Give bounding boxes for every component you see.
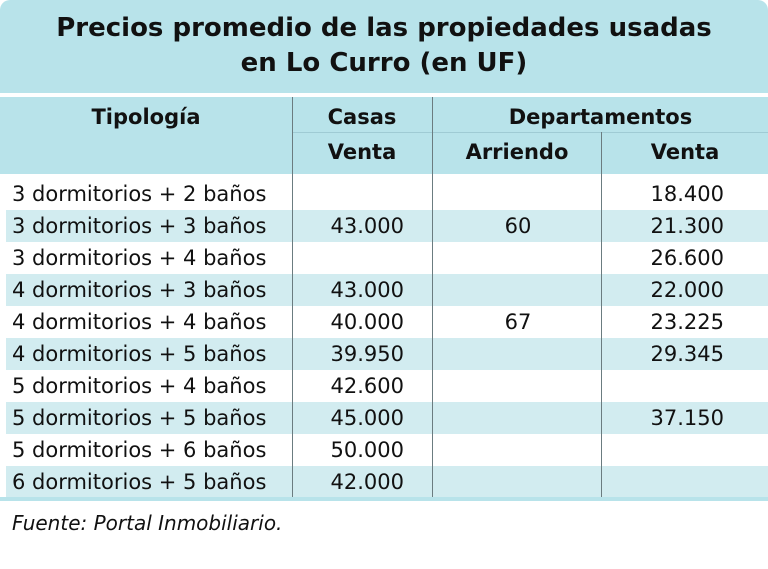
table-title-line-1: Precios promedio de las propiedades usad…: [56, 13, 712, 43]
table-bottom-rule: [0, 497, 768, 501]
cell-casas-venta: 45.000: [330, 406, 404, 430]
header-departamentos: Departamentos: [508, 105, 693, 129]
cell-casas-venta: 42.000: [330, 470, 404, 494]
table-row: 4 dormitorios + 5 baños 39.950 29.345: [6, 338, 768, 370]
cell-tipologia: 4 dormitorios + 5 baños: [12, 342, 267, 366]
cell-deptos-venta: 21.300: [650, 214, 724, 238]
column-divider-venta: [601, 132, 602, 497]
source-note: Fuente: Portal Inmobiliario.: [12, 511, 283, 535]
table-title-line-2: en Lo Curro (en UF): [240, 48, 528, 78]
header-tipologia: Tipología: [91, 105, 201, 129]
table-row: 4 dormitorios + 3 baños 43.000 22.000: [6, 274, 768, 306]
table-row: 5 dormitorios + 5 baños 45.000 37.150: [6, 402, 768, 434]
header-divider: [292, 132, 768, 133]
cell-deptos-venta: 37.150: [650, 406, 724, 430]
cell-tipologia: 4 dormitorios + 4 baños: [12, 310, 267, 334]
table-row: 3 dormitorios + 3 baños 43.000 60 21.300: [6, 210, 768, 242]
cell-tipologia: 3 dormitorios + 2 baños: [12, 182, 267, 206]
cell-casas-venta: 43.000: [330, 214, 404, 238]
header-deptos-arriendo: Arriendo: [465, 140, 569, 164]
title-band: Precios promedio de las propiedades usad…: [0, 0, 768, 93]
cell-deptos-venta: 23.225: [650, 310, 724, 334]
table-header: Tipología Casas Departamentos Venta Arri…: [0, 97, 768, 174]
cell-casas-venta: 43.000: [330, 278, 404, 302]
header-separator: [0, 174, 768, 178]
header-casas-venta: Venta: [327, 140, 397, 164]
cell-tipologia: 3 dormitorios + 3 baños: [12, 214, 267, 238]
title-separator: [0, 93, 768, 97]
column-divider-casas: [292, 97, 293, 497]
cell-tipologia: 5 dormitorios + 4 baños: [12, 374, 267, 398]
cell-tipologia: 5 dormitorios + 6 baños: [12, 438, 267, 462]
table-row: 5 dormitorios + 6 baños 50.000: [6, 434, 768, 466]
cell-tipologia: 4 dormitorios + 3 baños: [12, 278, 267, 302]
table-row: 3 dormitorios + 4 baños 26.600: [6, 242, 768, 274]
cell-casas-venta: 40.000: [330, 310, 404, 334]
cell-tipologia: 5 dormitorios + 5 baños: [12, 406, 267, 430]
cell-tipologia: 3 dormitorios + 4 baños: [12, 246, 267, 270]
cell-tipologia: 6 dormitorios + 5 baños: [12, 470, 267, 494]
cell-casas-venta: 39.950: [330, 342, 404, 366]
header-deptos-venta: Venta: [650, 140, 720, 164]
cell-deptos-arriendo: 60: [504, 214, 532, 238]
table-row: 5 dormitorios + 4 baños 42.600: [6, 370, 768, 402]
header-casas: Casas: [327, 105, 397, 129]
column-divider-departamentos: [432, 97, 433, 497]
table-row: 3 dormitorios + 2 baños 18.400: [6, 178, 768, 210]
table-row: 4 dormitorios + 4 baños 40.000 67 23.225: [6, 306, 768, 338]
cell-casas-venta: 42.600: [330, 374, 404, 398]
cell-deptos-venta: 22.000: [650, 278, 724, 302]
cell-deptos-venta: 26.600: [650, 246, 724, 270]
cell-deptos-venta: 18.400: [650, 182, 724, 206]
cell-deptos-venta: 29.345: [650, 342, 724, 366]
cell-casas-venta: 50.000: [330, 438, 404, 462]
cell-deptos-arriendo: 67: [504, 310, 532, 334]
table-row: 6 dormitorios + 5 baños 42.000: [6, 466, 768, 498]
